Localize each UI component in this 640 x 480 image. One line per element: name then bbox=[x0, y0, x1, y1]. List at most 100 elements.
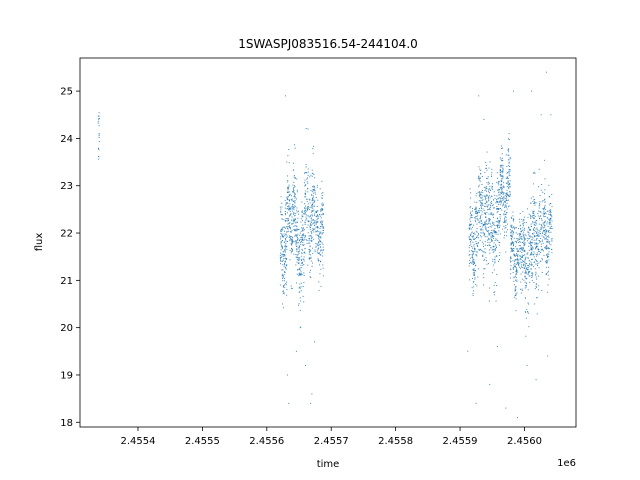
data-point bbox=[536, 238, 538, 240]
data-point bbox=[525, 312, 527, 314]
data-point bbox=[546, 260, 548, 262]
data-point bbox=[317, 248, 319, 250]
data-point bbox=[299, 287, 301, 289]
data-point bbox=[294, 177, 296, 179]
data-point bbox=[298, 245, 300, 247]
data-point bbox=[303, 260, 305, 262]
data-point bbox=[300, 273, 302, 275]
data-point bbox=[473, 269, 475, 271]
data-point bbox=[513, 247, 515, 249]
data-point bbox=[521, 251, 523, 253]
data-point bbox=[322, 209, 324, 211]
data-point bbox=[293, 193, 295, 195]
data-point bbox=[297, 304, 299, 306]
data-point bbox=[519, 247, 521, 249]
data-point bbox=[489, 208, 491, 210]
data-point bbox=[293, 228, 295, 230]
data-point bbox=[499, 214, 501, 216]
data-point bbox=[547, 210, 549, 212]
data-point bbox=[284, 235, 286, 237]
data-point bbox=[542, 242, 544, 244]
data-point bbox=[293, 176, 295, 178]
data-point bbox=[499, 170, 501, 172]
data-point bbox=[509, 169, 511, 171]
data-point bbox=[503, 202, 505, 204]
x-axis-offset-label: 1e6 bbox=[557, 458, 576, 469]
data-point bbox=[305, 196, 307, 198]
data-point bbox=[527, 257, 529, 259]
data-point bbox=[281, 256, 283, 258]
data-point bbox=[281, 233, 283, 235]
data-point bbox=[312, 229, 314, 231]
data-point bbox=[496, 181, 498, 183]
data-point bbox=[507, 223, 509, 225]
data-point bbox=[290, 195, 292, 197]
data-point bbox=[507, 199, 509, 201]
data-point bbox=[472, 241, 474, 243]
data-point bbox=[530, 272, 532, 274]
data-point bbox=[484, 213, 486, 215]
data-point bbox=[536, 238, 538, 240]
data-point bbox=[532, 217, 534, 219]
data-point bbox=[308, 251, 310, 253]
data-point bbox=[304, 252, 306, 254]
data-point bbox=[307, 209, 309, 211]
data-point bbox=[529, 229, 531, 231]
data-point bbox=[528, 213, 530, 215]
data-point bbox=[486, 169, 488, 171]
data-point bbox=[524, 287, 526, 289]
data-point bbox=[513, 266, 515, 268]
data-point bbox=[497, 227, 499, 229]
data-point bbox=[309, 176, 311, 178]
data-point bbox=[294, 221, 296, 223]
data-point bbox=[311, 238, 313, 240]
data-point bbox=[510, 234, 512, 236]
data-point bbox=[480, 191, 482, 193]
data-point bbox=[529, 271, 531, 273]
data-point bbox=[532, 212, 534, 214]
data-point bbox=[285, 260, 287, 262]
data-point bbox=[476, 223, 478, 225]
data-point bbox=[283, 257, 285, 259]
data-point bbox=[316, 220, 318, 222]
data-point bbox=[522, 267, 524, 269]
data-point bbox=[488, 218, 490, 220]
data-point bbox=[304, 234, 306, 236]
data-point bbox=[318, 252, 320, 254]
data-point bbox=[505, 195, 507, 197]
data-point bbox=[485, 190, 487, 192]
data-point bbox=[480, 206, 482, 208]
data-point bbox=[530, 264, 532, 266]
data-point bbox=[308, 235, 310, 237]
x-tick-label: 2.4559 bbox=[443, 436, 478, 447]
data-point bbox=[476, 250, 478, 252]
data-point bbox=[288, 220, 290, 222]
data-point bbox=[289, 214, 291, 216]
data-point bbox=[534, 288, 536, 290]
data-point bbox=[510, 225, 512, 227]
data-point bbox=[540, 223, 542, 225]
data-point bbox=[526, 267, 528, 269]
data-point bbox=[532, 272, 534, 274]
data-point bbox=[316, 214, 318, 216]
data-point bbox=[307, 174, 309, 176]
data-point bbox=[296, 228, 298, 230]
data-point bbox=[299, 274, 301, 276]
data-point bbox=[311, 195, 313, 197]
data-point bbox=[520, 246, 522, 248]
data-point bbox=[301, 253, 303, 255]
data-point bbox=[537, 234, 539, 236]
data-point bbox=[474, 277, 476, 279]
data-point bbox=[531, 247, 533, 249]
data-point bbox=[285, 282, 287, 284]
data-point bbox=[297, 217, 299, 219]
data-point bbox=[322, 212, 324, 214]
data-point bbox=[508, 174, 510, 176]
data-point bbox=[549, 209, 551, 211]
data-point bbox=[480, 169, 482, 171]
data-point bbox=[485, 167, 487, 169]
data-point bbox=[508, 187, 510, 189]
data-point bbox=[518, 251, 520, 253]
data-point bbox=[496, 224, 498, 226]
data-point bbox=[517, 263, 519, 265]
